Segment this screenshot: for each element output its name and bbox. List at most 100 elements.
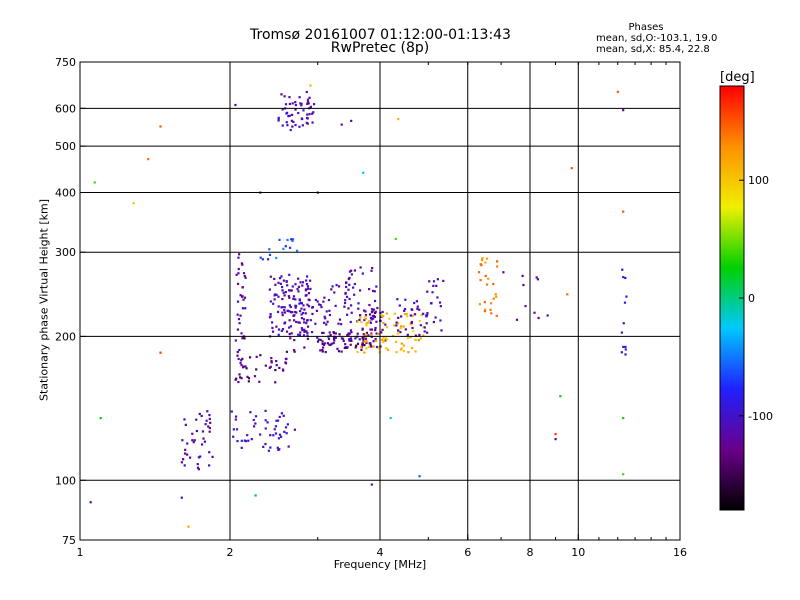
- data-point: [386, 326, 389, 329]
- data-point: [232, 428, 235, 431]
- data-point: [622, 322, 625, 325]
- data-point: [377, 332, 380, 335]
- data-point: [287, 445, 290, 448]
- data-point: [307, 305, 311, 308]
- data-point: [272, 434, 275, 437]
- data-point: [236, 350, 239, 354]
- data-point: [321, 340, 324, 343]
- data-point: [442, 279, 445, 283]
- data-point: [326, 342, 329, 345]
- data-point: [380, 331, 383, 334]
- data-point: [355, 344, 358, 347]
- data-point: [244, 276, 247, 279]
- data-point: [340, 123, 343, 126]
- data-point: [323, 321, 326, 324]
- data-point: [436, 278, 440, 281]
- data-point: [327, 337, 331, 341]
- data-point: [288, 304, 291, 307]
- data-point: [297, 277, 300, 280]
- data-point: [280, 93, 283, 96]
- data-point: [440, 329, 443, 332]
- data-point: [370, 269, 373, 272]
- data-point: [262, 445, 265, 448]
- data-point: [254, 422, 257, 425]
- data-point: [203, 440, 206, 443]
- data-point: [350, 269, 353, 272]
- data-point: [197, 456, 200, 459]
- data-point: [356, 320, 359, 323]
- data-point: [419, 324, 422, 327]
- data-point: [270, 356, 273, 360]
- data-point: [132, 202, 135, 205]
- data-point: [303, 346, 306, 349]
- data-point: [365, 331, 369, 335]
- data-point: [285, 350, 289, 353]
- data-point: [347, 307, 350, 310]
- data-point: [622, 210, 625, 213]
- x-tick-label: 1: [77, 546, 84, 559]
- data-point: [299, 281, 302, 284]
- data-point: [363, 318, 366, 322]
- data-point: [291, 239, 294, 242]
- data-point: [275, 419, 278, 422]
- data-point: [197, 468, 200, 471]
- data-point: [298, 125, 301, 128]
- data-point: [425, 322, 428, 325]
- data-point: [485, 283, 489, 286]
- data-point: [345, 295, 349, 298]
- data-point: [350, 311, 353, 314]
- data-point: [294, 306, 297, 309]
- data-point: [288, 273, 291, 276]
- data-point: [404, 298, 407, 301]
- data-point: [439, 305, 442, 308]
- data-point: [283, 294, 286, 297]
- data-point: [385, 347, 388, 350]
- data-point: [278, 448, 281, 451]
- data-point: [417, 339, 420, 342]
- data-point: [341, 337, 345, 340]
- data-point: [301, 284, 304, 287]
- data-point: [288, 310, 291, 313]
- data-point: [291, 125, 294, 128]
- data-point: [273, 428, 276, 431]
- data-point: [378, 345, 381, 349]
- data-point: [273, 298, 276, 301]
- data-point: [270, 361, 273, 364]
- data-point: [268, 253, 272, 257]
- data-point: [293, 350, 296, 353]
- data-point: [348, 332, 351, 335]
- data-point: [358, 338, 361, 341]
- data-point: [395, 351, 398, 354]
- data-point: [297, 285, 301, 289]
- data-point: [284, 357, 288, 361]
- data-point: [294, 304, 297, 307]
- data-point: [330, 288, 333, 291]
- data-point: [304, 294, 307, 297]
- data-point: [365, 341, 368, 345]
- data-point: [282, 414, 285, 417]
- data-point: [432, 284, 435, 287]
- data-point: [622, 345, 625, 349]
- data-point: [305, 90, 308, 94]
- data-point: [291, 102, 294, 105]
- data-point: [306, 122, 309, 125]
- data-point: [276, 419, 280, 422]
- data-point: [234, 103, 237, 107]
- data-point: [253, 375, 257, 378]
- data-point: [311, 312, 314, 316]
- data-point: [559, 395, 562, 398]
- data-point: [409, 322, 412, 325]
- data-point: [343, 346, 346, 349]
- data-point: [192, 441, 195, 444]
- data-point: [385, 337, 388, 340]
- data-point: [337, 322, 340, 325]
- data-point: [400, 342, 403, 345]
- data-point: [359, 316, 362, 319]
- data-point: [288, 326, 291, 329]
- data-point: [524, 304, 527, 308]
- data-point: [288, 114, 291, 117]
- data-point: [242, 272, 246, 275]
- data-point: [373, 311, 377, 315]
- data-point: [294, 101, 297, 104]
- data-point: [314, 298, 317, 302]
